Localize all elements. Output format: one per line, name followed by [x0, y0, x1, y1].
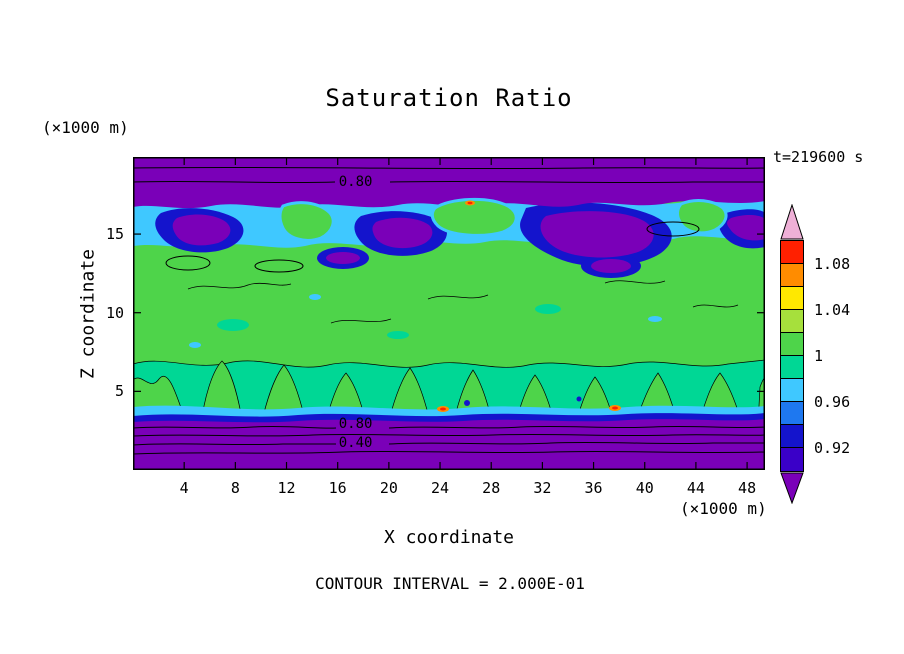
colorbar-segment	[781, 448, 803, 471]
x-tick-label: 36	[584, 479, 603, 497]
colorbar-tick-label: 1.04	[814, 301, 851, 319]
upper-contour-lines	[133, 166, 765, 184]
colorbar-tick-label: 1.08	[814, 255, 851, 273]
contour-field-svg	[133, 157, 765, 470]
y-tick-label: 10	[105, 303, 124, 322]
x-axis-tick-labels: 4 8 12 16 20 24 28 32 36 40 44 48	[133, 479, 765, 499]
upper-dry-layer	[133, 157, 765, 209]
x-tick-label: 8	[230, 479, 240, 497]
colorbar-segment	[781, 379, 803, 402]
colorbar-segments	[780, 240, 804, 472]
colorbar	[780, 204, 804, 504]
colorbar-segment	[781, 356, 803, 379]
bottom-boundary-specks	[437, 396, 621, 412]
mid-field-specks	[189, 294, 662, 348]
saturation-field	[133, 157, 765, 470]
x-axis-title: X coordinate	[383, 527, 515, 548]
x-tick-label: 44	[686, 479, 705, 497]
x-tick-label: 4	[179, 479, 189, 497]
x-tick-label: 20	[379, 479, 398, 497]
y-tick-label: 15	[105, 225, 124, 244]
colorbar-segment	[781, 425, 803, 448]
colorbar-over-arrow	[780, 204, 804, 240]
x-tick-label: 16	[328, 479, 347, 497]
colorbar-tick-label: 0.92	[814, 439, 851, 457]
closed-contour-rings	[165, 221, 700, 273]
x-tick-label: 24	[431, 479, 450, 497]
x-tick-label: 28	[482, 479, 501, 497]
colorbar-tick-label: 1	[814, 347, 824, 365]
contour-interval-note: CONTOUR INTERVAL = 2.000E-01	[315, 574, 585, 593]
cloud-top-green-islands	[278, 197, 728, 242]
colorbar-tick-labels: 1.08 1.04 1 0.96 0.92	[814, 240, 874, 480]
x-tick-label: 12	[277, 479, 296, 497]
x-tick-label: 40	[635, 479, 654, 497]
bottom-contour-lines	[133, 425, 765, 455]
y-axis-unit-label: (×1000 m)	[42, 118, 129, 137]
colorbar-under-arrow	[780, 472, 804, 504]
x-tick-label: 48	[738, 479, 757, 497]
cloud-top-red-speck	[465, 200, 475, 206]
mid-field-contours	[187, 280, 739, 324]
colorbar-segment	[781, 310, 803, 333]
colorbar-tick-label: 0.96	[814, 393, 851, 411]
colorbar-segment	[781, 333, 803, 356]
cloud-top-purple-patches	[172, 211, 765, 273]
time-annotation: t=219600 s	[773, 148, 864, 166]
chart-title: Saturation Ratio	[325, 84, 573, 112]
y-axis-tick-labels: 5 10 15	[92, 157, 130, 470]
contour-plot	[133, 157, 765, 470]
colorbar-segment	[781, 287, 803, 310]
colorbar-segment	[781, 264, 803, 287]
y-tick-label: 5	[114, 382, 124, 401]
colorbar-segment	[781, 402, 803, 425]
surface-dry-layer	[133, 419, 765, 470]
colorbar-segment	[781, 241, 803, 264]
plot-border	[133, 157, 765, 470]
x-tick-label: 32	[533, 479, 552, 497]
x-axis-unit-label: (×1000 m)	[680, 499, 767, 518]
